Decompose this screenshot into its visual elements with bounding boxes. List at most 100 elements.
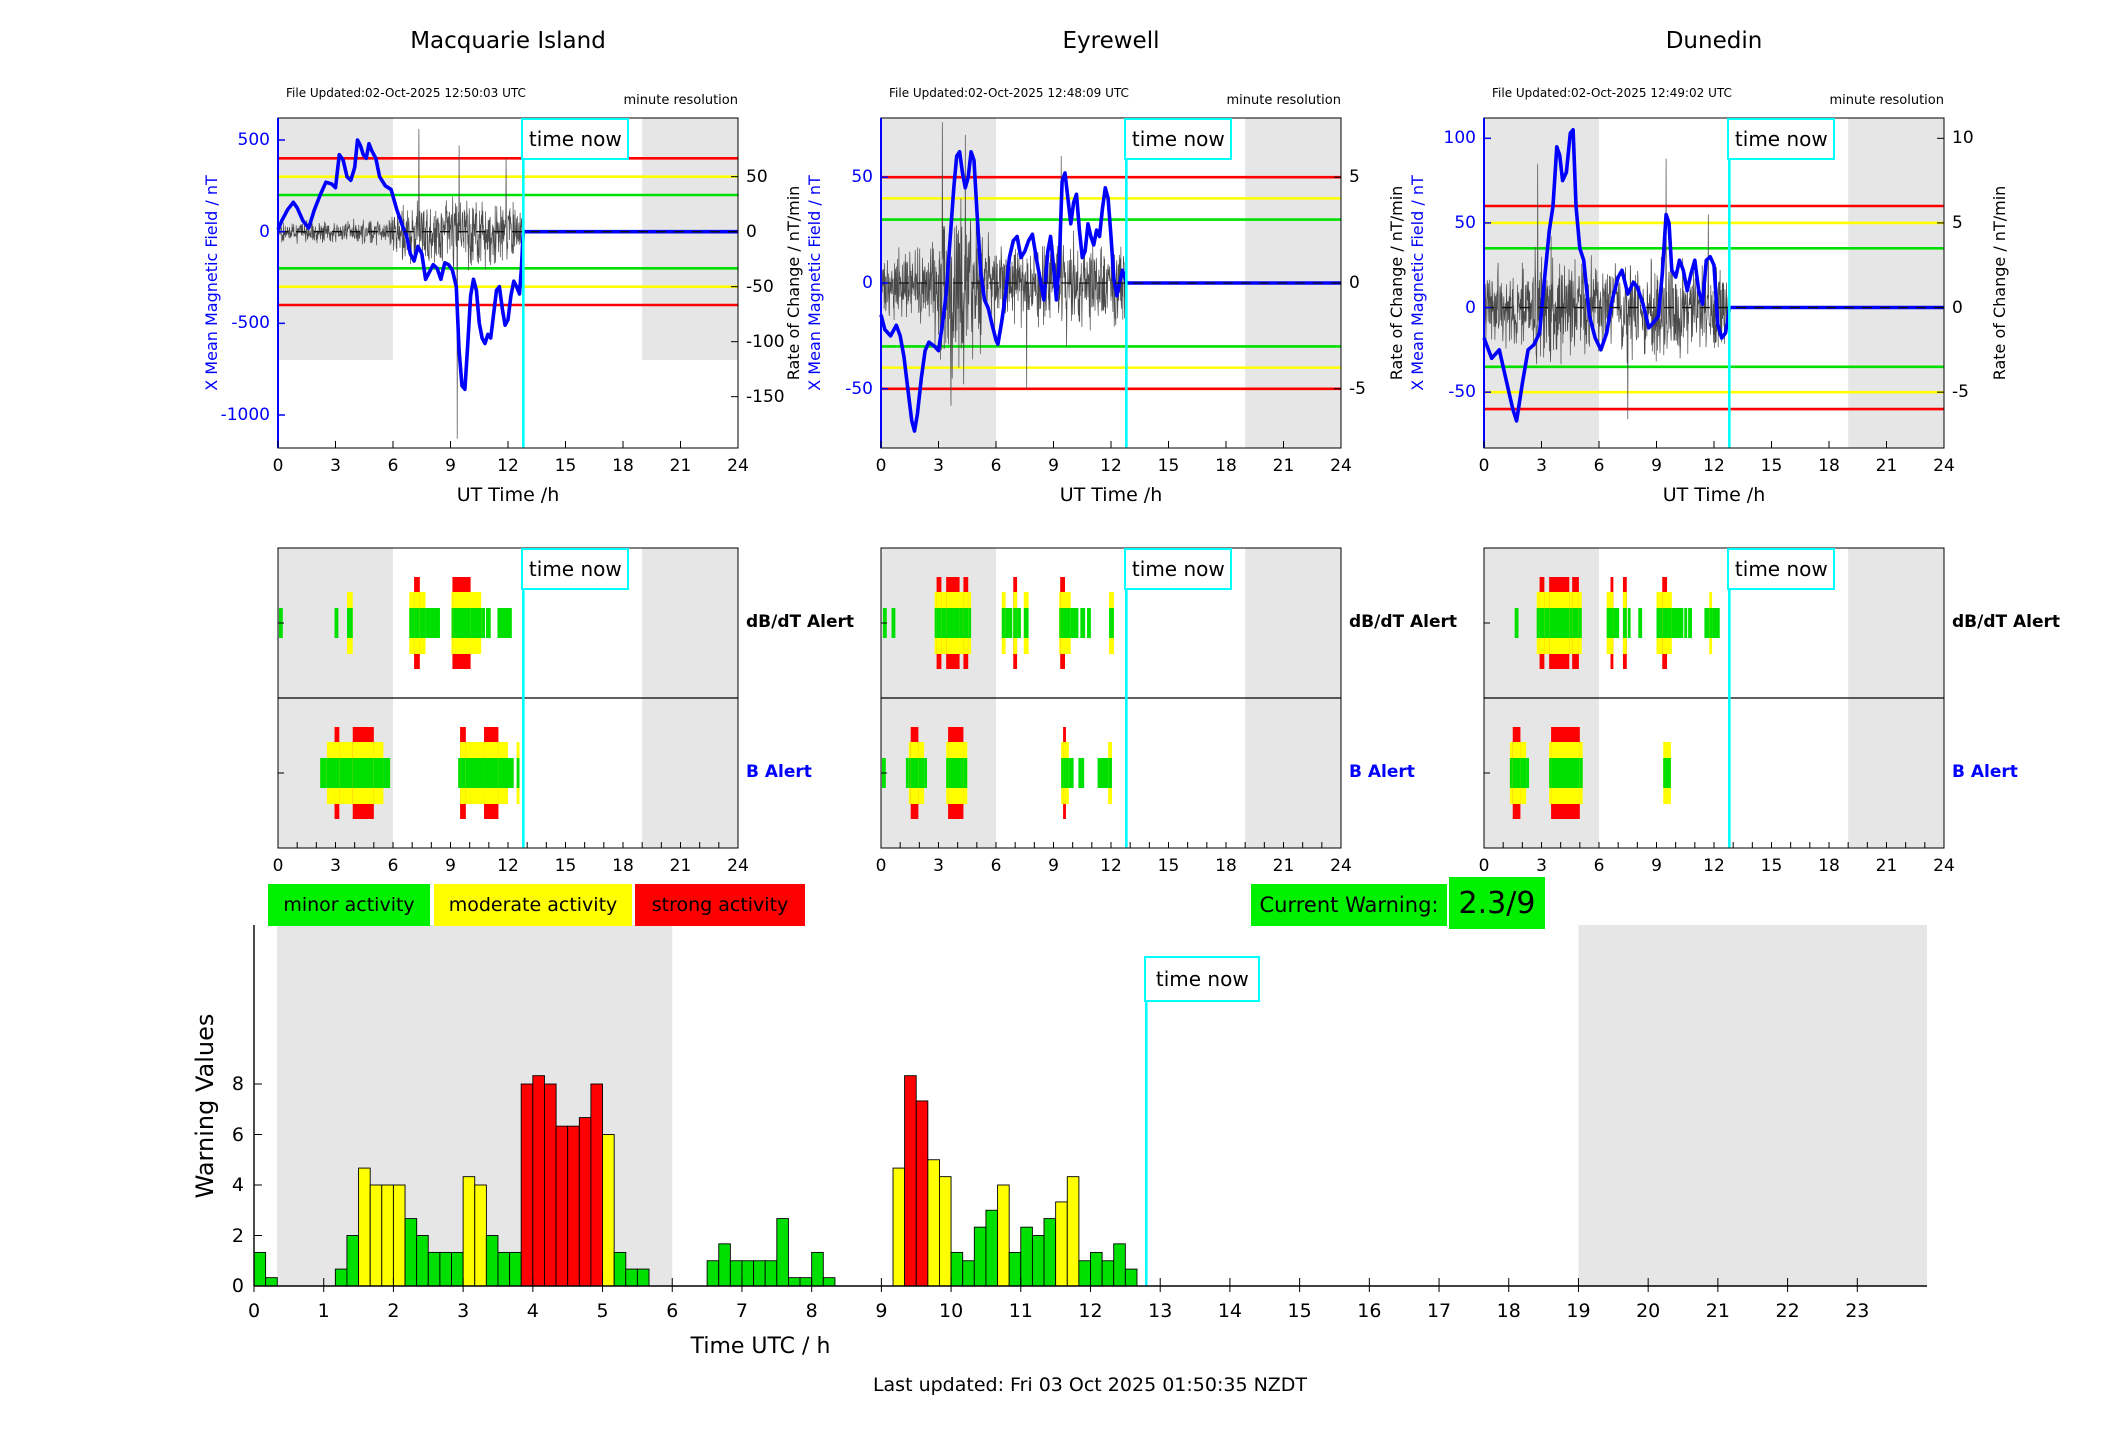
warning-bar [265,1277,278,1287]
x-tick-label: 3 [457,1300,470,1322]
alert-panel [1483,547,1945,849]
warning-bar [253,1251,267,1287]
x-tick-label: 24 [1933,456,1955,476]
alert-bar-minor [918,758,925,788]
alert-bar-minor [1520,758,1527,788]
warning-bar [334,1268,348,1287]
alert-bar-minor [452,608,471,638]
y-tick-label: 500 [237,130,270,150]
alert-bar-minor [1097,758,1109,788]
alert-bar-minor [516,758,520,788]
x-tick-label: 13 [1148,1300,1173,1322]
y-tick-label: 50 [851,167,873,188]
y-tick-label: 5 [1349,167,1360,188]
time-now-flag: time now [1124,118,1233,160]
station-title: Eyrewell [1062,28,1160,54]
alert-bar-minor [425,608,440,638]
alert-bar-minor [409,608,415,638]
x-tick-label: 20 [1636,1300,1661,1322]
alert-bar-minor [908,758,911,788]
x-tick-label: 11 [1008,1300,1033,1322]
legend-minor-label: minor activity [283,894,415,916]
alert-bar-minor [470,608,482,638]
alert-bar-minor [1709,608,1713,638]
x-tick-label: 0 [875,856,887,876]
alert-bar-minor [320,758,327,788]
warning-bar [578,1117,592,1287]
dbdt-alert-label: dB/dT Alert [1349,612,1458,632]
alert-bar-minor [1509,758,1513,788]
y-tick-label: 50 [746,166,768,187]
legend-moderate-label: moderate activity [448,894,618,916]
x-tick-label: 24 [1933,856,1955,876]
x-tick-label: 24 [1330,456,1352,476]
y-tick-label: -100 [746,331,785,352]
warning-bar [613,1251,627,1287]
alert-bar-minor [946,758,949,788]
alert-bar-minor [910,758,919,788]
y-tick-label: 8 [231,1073,244,1095]
alert-bar-minor [948,758,964,788]
x-tick-label: 17 [1426,1300,1452,1322]
warning-bar [927,1159,940,1287]
night-band [1578,925,1927,1286]
alert-bar-minor [1667,608,1672,638]
alert-bar-minor [1514,608,1519,638]
x-tick-label: 21 [1875,456,1898,476]
y-tick-label: 2 [231,1224,244,1247]
warning-bar [439,1251,452,1287]
x-tick-label: 15 [1760,856,1783,876]
warning-bar [427,1251,441,1287]
warning-bar [1066,1176,1080,1287]
x-tick-label: 21 [1705,1300,1730,1322]
alert-bar-minor [1526,758,1530,788]
mean-field-line [879,150,1341,433]
warning-bar [938,1176,952,1287]
alert-bar-minor [414,608,420,638]
alert-bar-minor [936,608,942,638]
alert-bar-minor [508,758,514,788]
current-warning-value: 2.3/9 [1458,885,1536,921]
alert-bar-minor [941,608,947,638]
alert-bar-minor [959,608,964,638]
warning-bar [1101,1260,1115,1287]
y-tick-label: 50 [1454,212,1476,233]
x-tick-label: 19 [1566,1300,1591,1322]
warning-bar [381,1184,394,1287]
alert-bar-minor [1627,608,1631,638]
x-tick-label: 10 [938,1300,964,1322]
x-tick-label: 21 [1272,856,1295,876]
magnetic-field-plot [276,117,739,449]
warning-bar [1055,1201,1068,1287]
right-axis-title: Rate of Change / nT/min [1387,185,1406,381]
x-tick-label: 9 [875,1300,888,1322]
alert-bar-minor [1059,608,1061,638]
x-tick-label: 2 [387,1300,400,1322]
night-band [1848,118,1944,448]
time-now-flag: time now [1727,548,1836,590]
x-axis-title: UT Time /h [1059,484,1163,506]
station-title: Macquarie Island [410,28,606,54]
x-tick-label: 6 [990,456,1002,476]
alert-bar-minor [481,608,485,638]
y-tick-label: 0 [1465,297,1476,318]
warning-bar [509,1251,522,1287]
left-axis-title: X Mean Magnetic Field / nT [202,175,221,391]
warning-bar [892,1167,906,1287]
y-tick-label: 0 [259,221,270,242]
y-tick-label: 4 [231,1174,244,1196]
x-tick-label: 18 [1818,856,1840,876]
x-tick-label: 16 [1357,1300,1382,1322]
x-tick-label: 3 [933,456,944,476]
x-tick-label: 12 [1100,456,1122,476]
warning-bar [404,1218,418,1287]
warning-bar [1043,1218,1057,1287]
current-warning-label-box: Current Warning: [1251,884,1447,926]
x-tick-label: 3 [330,456,341,476]
time-now-flag: time now [1144,956,1261,1002]
x-tick-label: 5 [596,1300,609,1322]
alert-bar-minor [1656,608,1663,638]
b-alert-label: B Alert [1349,762,1415,782]
warning-bar [369,1184,383,1287]
warning-bar [567,1125,580,1287]
